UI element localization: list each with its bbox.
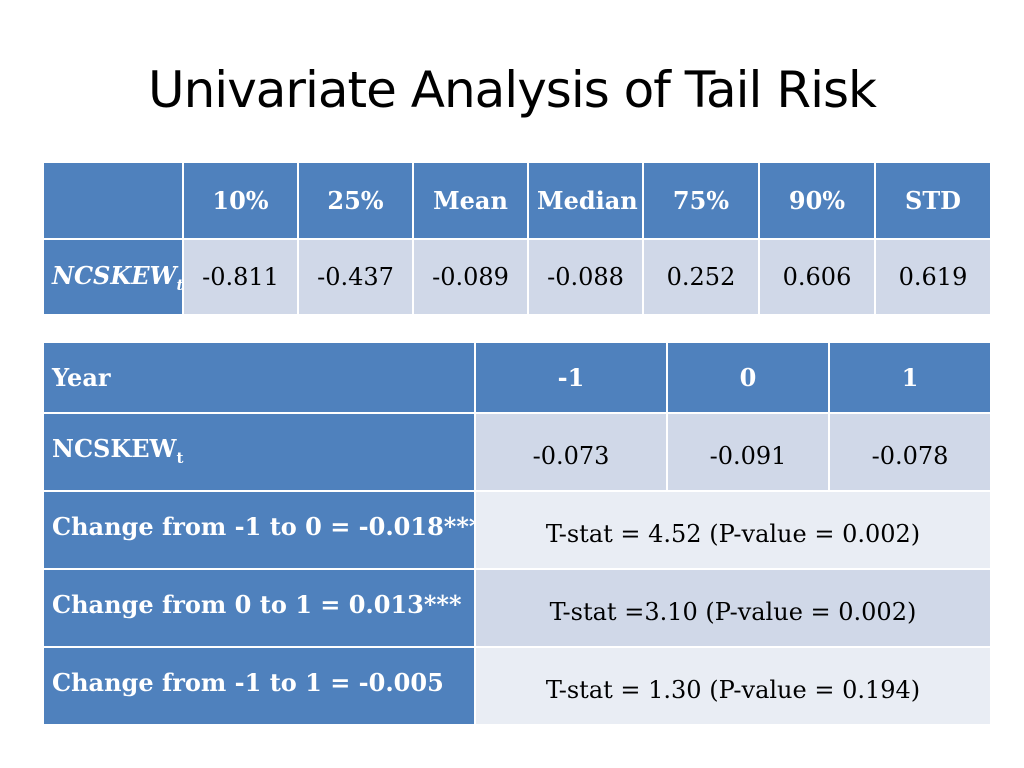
header-cell-median: Median bbox=[527, 161, 644, 240]
header-cell-p10: 10% bbox=[182, 161, 299, 240]
t-stat-cell: T-stat = 4.52 (P-value = 0.002) bbox=[474, 490, 992, 570]
change-label: Change from 0 to 1 = 0.013*** bbox=[42, 568, 476, 648]
table-row: Change from -1 to 0 = -0.018*** T-stat =… bbox=[42, 490, 992, 570]
slide-title: Univariate Analysis of Tail Risk bbox=[148, 61, 877, 119]
value-cell: -0.089 bbox=[412, 238, 529, 316]
value-cell: -0.437 bbox=[297, 238, 414, 316]
row-label-ncskew: NCSKEWt bbox=[42, 238, 184, 316]
value-cell: -0.088 bbox=[527, 238, 644, 316]
value-cell: -0.078 bbox=[828, 412, 992, 492]
t-stat-cell: T-stat =3.10 (P-value = 0.002) bbox=[474, 568, 992, 648]
change-label: Change from -1 to 0 = -0.018*** bbox=[42, 490, 476, 570]
yearly-change-table: Year -1 0 1 NCSKEWt -0.073 -0.091 -0.078… bbox=[42, 341, 992, 726]
header-cell-p90: 90% bbox=[758, 161, 876, 240]
row-label-subscript: t bbox=[176, 275, 183, 294]
header-cell-p25: 25% bbox=[297, 161, 414, 240]
year-header-cell: 0 bbox=[666, 341, 830, 414]
table-row: NCSKEWt -0.073 -0.091 -0.078 bbox=[42, 412, 992, 492]
header-cell-empty bbox=[42, 161, 184, 240]
header-cell-p75: 75% bbox=[642, 161, 760, 240]
value-cell: 0.252 bbox=[642, 238, 760, 316]
percentile-header-row: 10% 25% Mean Median 75% 90% STD bbox=[42, 161, 992, 240]
row-label-text: NCSKEW bbox=[52, 260, 177, 290]
table-row: NCSKEWt -0.811 -0.437 -0.089 -0.088 0.25… bbox=[42, 238, 992, 316]
table-row: Change from -1 to 1 = -0.005 T-stat = 1.… bbox=[42, 646, 992, 726]
change-label: Change from -1 to 1 = -0.005 bbox=[42, 646, 476, 726]
value-cell: -0.811 bbox=[182, 238, 299, 316]
row-label-text: NCSKEW bbox=[52, 434, 177, 463]
year-header-cell: 1 bbox=[828, 341, 992, 414]
header-cell-std: STD bbox=[874, 161, 992, 240]
t-stat-cell: T-stat = 1.30 (P-value = 0.194) bbox=[474, 646, 992, 726]
value-cell: -0.091 bbox=[666, 412, 830, 492]
value-cell: 0.619 bbox=[874, 238, 992, 316]
header-cell-mean: Mean bbox=[412, 161, 529, 240]
row-label-subscript: t bbox=[176, 448, 184, 467]
table-row: Change from 0 to 1 = 0.013*** T-stat =3.… bbox=[42, 568, 992, 648]
year-header-row: Year -1 0 1 bbox=[42, 341, 992, 414]
value-cell: -0.073 bbox=[474, 412, 668, 492]
row-label-ncskew: NCSKEWt bbox=[42, 412, 476, 492]
percentile-table: 10% 25% Mean Median 75% 90% STD NCSKEWt … bbox=[42, 161, 992, 316]
value-cell: 0.606 bbox=[758, 238, 876, 316]
year-header-cell: -1 bbox=[474, 341, 668, 414]
year-header-label: Year bbox=[42, 341, 476, 414]
